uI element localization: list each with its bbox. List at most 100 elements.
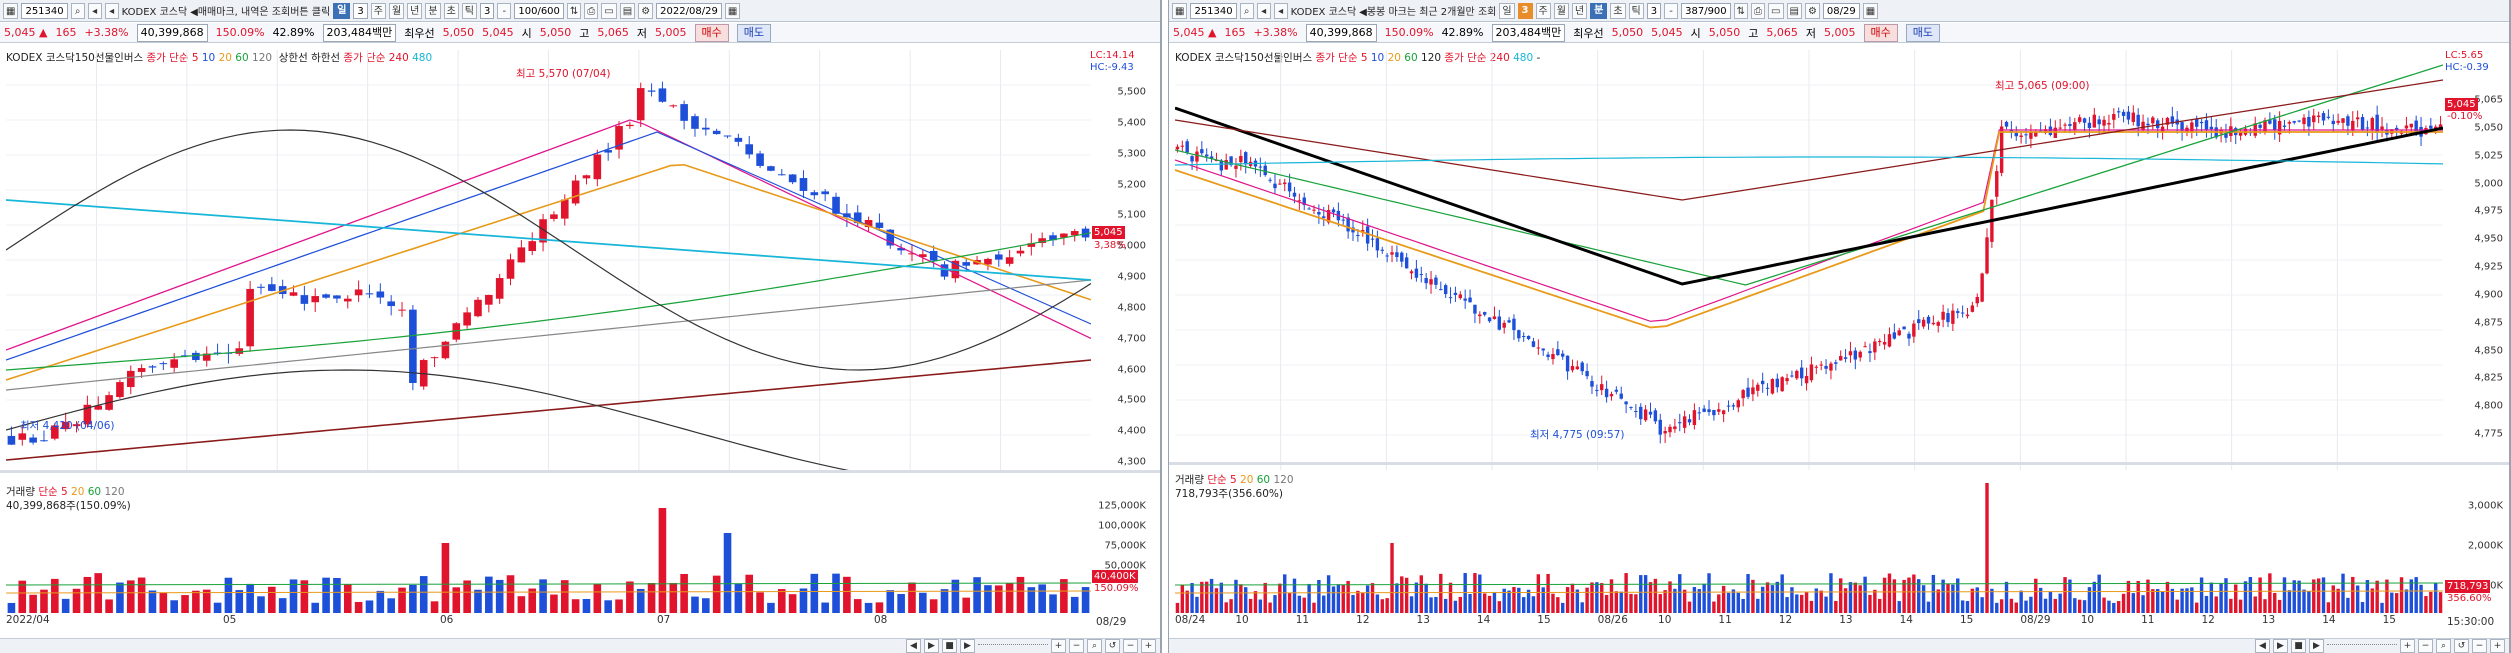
zoom-track[interactable] bbox=[978, 643, 1048, 649]
period-day-button[interactable]: 일 bbox=[1499, 2, 1515, 19]
gear-icon[interactable]: ⚙ bbox=[1804, 2, 1820, 19]
minus-icon[interactable]: − bbox=[1123, 639, 1138, 653]
volume-bar bbox=[311, 602, 320, 613]
calendar-icon[interactable]: ▦ bbox=[1862, 2, 1879, 19]
count-input[interactable]: 387/900 bbox=[1681, 2, 1731, 19]
date-input[interactable]: 08/29 bbox=[1822, 2, 1860, 19]
search-icon[interactable]: ⌕ bbox=[70, 2, 85, 19]
period-second-button[interactable]: 초 bbox=[1610, 2, 1626, 19]
play-icon[interactable]: ▶ bbox=[2309, 639, 2324, 653]
tool-icon-3[interactable]: ▭ bbox=[1768, 2, 1784, 19]
high-note: 최고 5,065 (09:00) bbox=[1995, 80, 2090, 92]
period-day-count[interactable]: 3 bbox=[353, 2, 368, 19]
tool-icon-1[interactable]: ⇅ bbox=[566, 2, 582, 19]
period-count[interactable]: 3 bbox=[1517, 2, 1533, 19]
calendar-icon[interactable]: ▦ bbox=[724, 2, 741, 19]
period-minute-button[interactable]: 분 bbox=[425, 2, 441, 19]
chart-scrollbar[interactable]: ◀ ▶ ■ ▶ + − ⌕ ↺ − + bbox=[0, 638, 1160, 653]
gear-icon[interactable]: ⚙ bbox=[638, 2, 654, 19]
daily-price-plot[interactable] bbox=[6, 50, 1091, 470]
date-input[interactable]: 2022/08/29 bbox=[656, 2, 722, 19]
sound-icon[interactable]: ◂ bbox=[87, 2, 102, 19]
tool-icon-4[interactable]: ▤ bbox=[1786, 2, 1802, 19]
stock-code-input[interactable]: 251340 bbox=[21, 2, 68, 19]
count-input[interactable]: 100/600 bbox=[514, 2, 564, 19]
interval-input[interactable]: 3 bbox=[1646, 2, 1662, 19]
prev-stock-button[interactable]: ◂ bbox=[104, 2, 119, 19]
volume-bar bbox=[1273, 595, 1277, 613]
tool-icon-1[interactable]: ⇅ bbox=[1733, 2, 1749, 19]
period-month-button[interactable]: 월 bbox=[1553, 2, 1569, 19]
reset-icon[interactable]: ↺ bbox=[1105, 639, 1120, 653]
volume-bar bbox=[1970, 588, 1975, 613]
candle-body bbox=[61, 421, 70, 430]
settings-icon[interactable]: ▦ bbox=[1172, 2, 1188, 19]
period-second-button[interactable]: 초 bbox=[443, 2, 459, 19]
candle-body bbox=[1819, 364, 1823, 366]
candle-body bbox=[1365, 226, 1370, 244]
legend-ma-60: 60 bbox=[235, 52, 249, 64]
zoom-in-icon[interactable]: + bbox=[2400, 639, 2415, 653]
period-month-button[interactable]: 월 bbox=[388, 2, 405, 19]
sell-button[interactable]: 매도 bbox=[1905, 23, 1940, 42]
zoom-out-icon[interactable]: − bbox=[1069, 639, 1084, 653]
zoom-out-icon[interactable]: − bbox=[2418, 639, 2433, 653]
scroll-right-icon[interactable]: ▶ bbox=[924, 639, 939, 653]
minute-price-plot[interactable] bbox=[1175, 50, 2443, 470]
stop-icon[interactable]: ■ bbox=[2291, 639, 2306, 653]
tool-icon-3[interactable]: ▭ bbox=[601, 2, 617, 19]
zoom-track[interactable] bbox=[2327, 643, 2397, 649]
plus-icon[interactable]: + bbox=[1141, 639, 1156, 653]
volume-bar bbox=[984, 585, 992, 613]
minus-icon[interactable]: − bbox=[2472, 639, 2487, 653]
interval-dash[interactable]: - bbox=[497, 2, 512, 19]
period-minute-button[interactable]: 분 bbox=[1590, 2, 1608, 19]
stock-code-input[interactable]: 251340 bbox=[1190, 2, 1237, 19]
chart-scrollbar[interactable]: ◀ ▶ ■ ▶ + − ⌕ ↺ − + bbox=[1169, 638, 2509, 653]
low-label: 저 bbox=[1805, 26, 1816, 40]
scroll-left-icon[interactable]: ◀ bbox=[906, 639, 921, 653]
buy-button[interactable]: 매수 bbox=[694, 23, 729, 42]
search-icon[interactable]: ⌕ bbox=[1239, 2, 1254, 19]
period-year-button[interactable]: 년 bbox=[407, 2, 423, 19]
scroll-left-icon[interactable]: ◀ bbox=[2255, 639, 2270, 653]
buy-button[interactable]: 매수 bbox=[1863, 23, 1898, 42]
magnifier-icon[interactable]: ⌕ bbox=[1087, 639, 1102, 653]
period-tick-button[interactable]: 틱 bbox=[461, 2, 477, 19]
zoom-in-icon[interactable]: + bbox=[1051, 639, 1066, 653]
sell-button[interactable]: 매도 bbox=[736, 23, 771, 42]
volume-bar bbox=[2312, 579, 2316, 613]
volume-bar bbox=[756, 592, 764, 613]
settings-icon[interactable]: ▦ bbox=[3, 2, 19, 19]
scroll-right-icon[interactable]: ▶ bbox=[2273, 639, 2288, 653]
volume-bar bbox=[2107, 600, 2111, 613]
reset-icon[interactable]: ↺ bbox=[2454, 639, 2469, 653]
prev-stock-button[interactable]: ◂ bbox=[1273, 2, 1288, 19]
y-tick-label: 5,000 bbox=[1117, 240, 1146, 252]
volume-bar bbox=[1429, 597, 1433, 613]
interval-input[interactable]: 3 bbox=[479, 2, 495, 19]
volume-bar bbox=[1419, 575, 1423, 613]
tool-icon-2[interactable]: ⎙ bbox=[1751, 2, 1766, 19]
period-week-button[interactable]: 주 bbox=[370, 2, 386, 19]
period-day-button[interactable]: 일 bbox=[333, 2, 351, 19]
plus-icon[interactable]: + bbox=[2490, 639, 2505, 653]
pane-divider[interactable] bbox=[1169, 462, 2509, 465]
period-year-button[interactable]: 년 bbox=[1571, 2, 1588, 19]
sound-icon[interactable]: ◂ bbox=[1256, 2, 1271, 19]
tool-icon-4[interactable]: ▤ bbox=[619, 2, 636, 19]
magnifier-icon[interactable]: ⌕ bbox=[2436, 639, 2451, 653]
candle-body bbox=[1756, 384, 1760, 391]
interval-dash[interactable]: - bbox=[1664, 2, 1679, 19]
period-tick-button[interactable]: 틱 bbox=[1628, 2, 1644, 19]
play-icon[interactable]: ▶ bbox=[960, 639, 975, 653]
period-week-button[interactable]: 주 bbox=[1535, 2, 1551, 19]
tool-icon-2[interactable]: ⎙ bbox=[584, 2, 599, 19]
candle-body bbox=[1785, 378, 1789, 382]
volume-bar bbox=[2321, 577, 2326, 613]
stop-icon[interactable]: ■ bbox=[942, 639, 957, 653]
daily-volume-plot[interactable] bbox=[6, 480, 1091, 613]
pane-divider[interactable] bbox=[0, 470, 1160, 473]
volume-bar bbox=[1648, 582, 1653, 613]
minute-volume-plot[interactable] bbox=[1175, 470, 2443, 613]
